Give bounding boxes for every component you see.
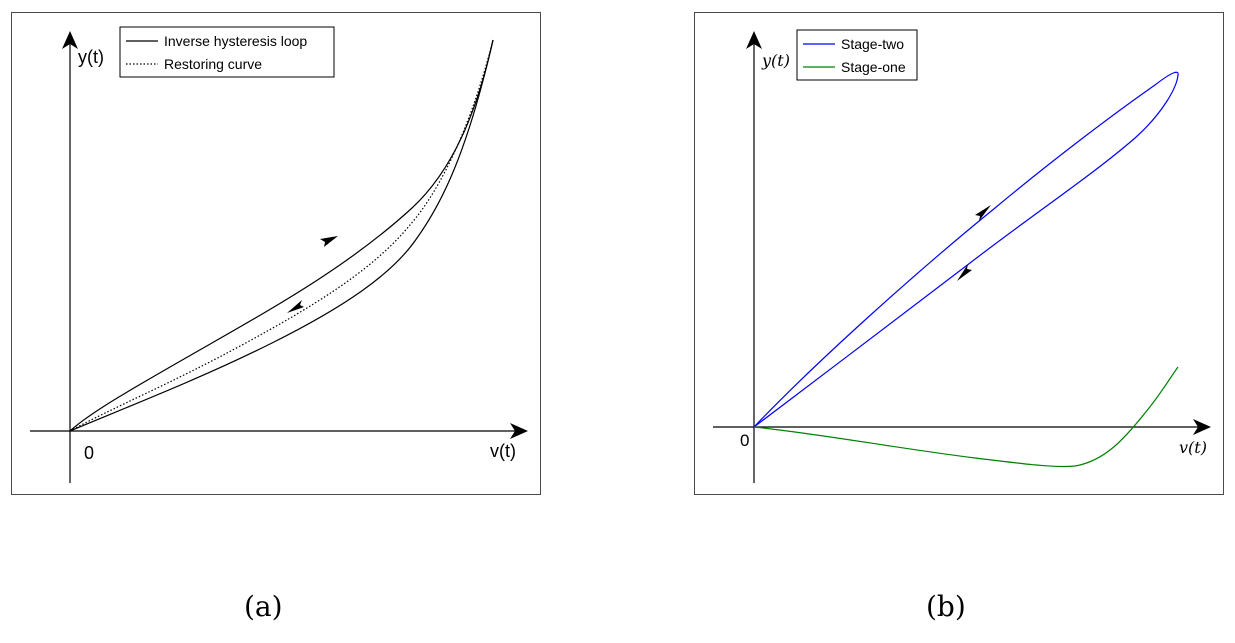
stage-two-upper-branch — [753, 71, 1179, 428]
panel-a-plot: Inverse hysteresis loop Restoring curve … — [30, 26, 528, 483]
legend-label: Restoring curve — [164, 56, 262, 72]
legend-box — [796, 29, 918, 81]
restoring-curve — [69, 39, 494, 432]
legend-label: Stage-one — [841, 59, 906, 75]
x-axis-label: v(t) — [490, 441, 516, 461]
legend-label: Stage-two — [841, 36, 904, 52]
x-axis-arrowhead — [1193, 419, 1211, 435]
caption-a: (a) — [244, 590, 283, 623]
direction-arrow-up — [320, 236, 338, 247]
y-axis-label: y(t) — [761, 51, 790, 70]
legend-box — [119, 26, 335, 78]
x-axis-label: v(t) — [1179, 438, 1207, 457]
origin-label: 0 — [740, 431, 749, 450]
panel-a: Inverse hysteresis loop Restoring curve … — [11, 12, 541, 495]
hysteresis-lower-branch — [69, 39, 494, 432]
x-axis-arrowhead — [510, 423, 528, 439]
y-axis-arrowhead — [62, 31, 78, 49]
caption-b: (b) — [926, 590, 966, 623]
y-axis-arrowhead — [746, 31, 762, 49]
direction-arrow-up — [975, 205, 991, 221]
direction-arrow-down — [957, 264, 972, 281]
panel-b: Stage-two Stage-one y(t) v(t) 0 — [694, 12, 1224, 495]
direction-arrow-down — [287, 300, 304, 313]
legend-label: Inverse hysteresis loop — [164, 33, 307, 49]
stage-one-curve — [753, 366, 1179, 468]
origin-label: 0 — [84, 443, 94, 463]
y-axis-label: y(t) — [78, 47, 104, 67]
hysteresis-upper-branch — [69, 39, 494, 432]
stage-two-lower-branch — [753, 74, 1179, 428]
panel-b-plot: Stage-two Stage-one y(t) v(t) 0 — [713, 29, 1211, 483]
